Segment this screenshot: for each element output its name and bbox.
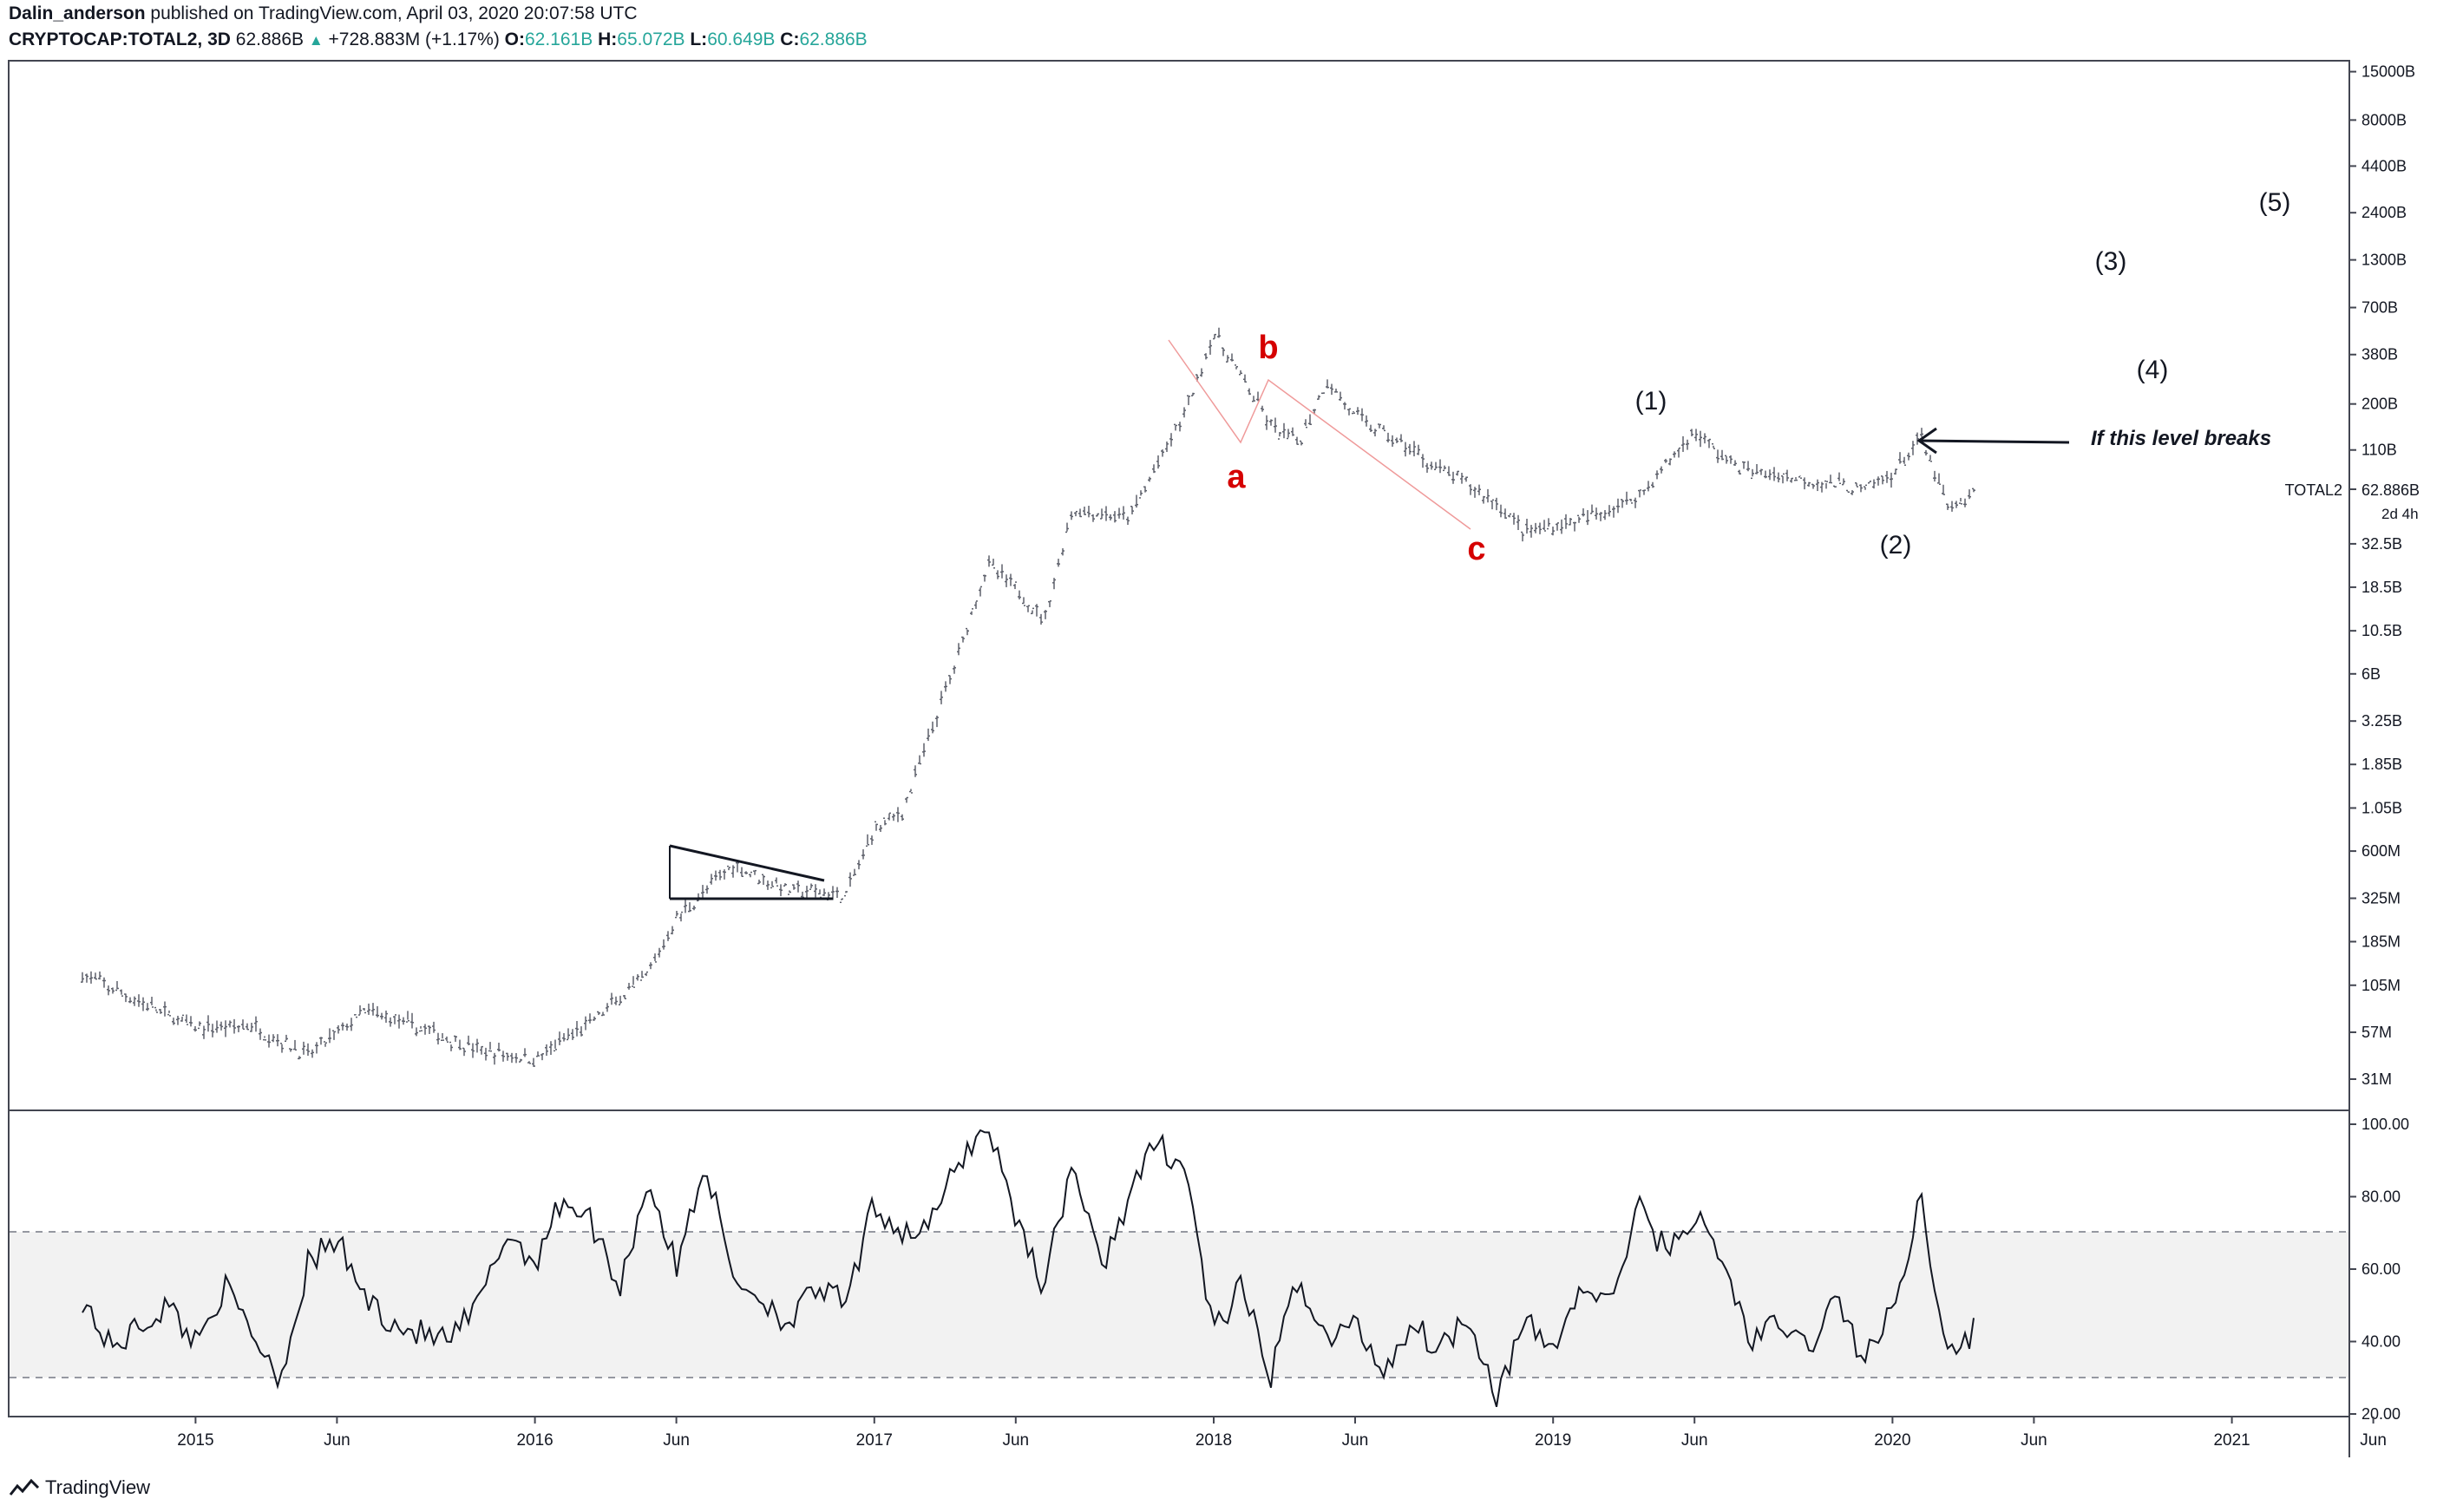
price-tick-label: 6B: [2361, 665, 2381, 683]
time-tick-label: 2020: [1874, 1431, 1910, 1450]
symbol-line: CRYPTOCAP:TOTAL2, 3D 62.886B ▲ +728.883M…: [9, 29, 868, 50]
rsi-tick-label: 100.00: [2361, 1116, 2409, 1133]
rsi-series-line: [82, 1129, 1975, 1407]
price-tick-label: 32.5B: [2361, 535, 2402, 553]
rsi-band: [10, 1232, 2348, 1378]
level-arrow-shaft: [1918, 439, 2070, 444]
price-tick-label: 18.5B: [2361, 579, 2402, 596]
time-tick-label: Jun: [2021, 1431, 2047, 1450]
price-tick-label: 200B: [2361, 396, 2398, 413]
publish-info: published on TradingView.com, April 03, …: [150, 3, 638, 23]
price-tick-label: 325M: [2361, 890, 2401, 907]
price-tick-label: 3.25B: [2361, 712, 2402, 730]
price-tick-label: 4400B: [2361, 157, 2407, 174]
price-change: +728.883M (+1.17%): [328, 29, 500, 49]
triangle-upper-trendline: [669, 844, 825, 882]
price-label-countdown: 2d 4h: [2381, 506, 2419, 522]
wave-label-3: (3): [2095, 247, 2127, 276]
close-label: C:: [780, 29, 800, 49]
wave-label-2: (2): [1880, 531, 1912, 560]
time-tick-label: Jun: [1681, 1431, 1708, 1450]
price-tick-label: 10.5B: [2361, 622, 2402, 639]
tradingview-logo-icon: [9, 1478, 40, 1496]
price-tick-label: 380B: [2361, 346, 2398, 363]
low-value: 60.649B: [707, 29, 776, 49]
price-tick-label: 1.05B: [2361, 799, 2402, 816]
rsi-tick-label: 40.00: [2361, 1333, 2401, 1351]
time-tick-label: Jun: [1342, 1431, 1369, 1450]
time-tick-label: Jun: [1002, 1431, 1029, 1450]
wave-label-1: (1): [1635, 387, 1667, 416]
rsi-tick-label: 20.00: [2361, 1405, 2401, 1423]
publish-line: Dalin_anderson published on TradingView.…: [9, 3, 638, 24]
time-tick-label: 2021: [2213, 1431, 2250, 1450]
price-tick-label: 31M: [2361, 1070, 2392, 1088]
time-tick-label: 2019: [1535, 1431, 1571, 1450]
correction-path: [1168, 339, 1471, 530]
corr-label-b: b: [1258, 330, 1278, 366]
low-label: L:: [690, 29, 708, 49]
price-tick-label: 185M: [2361, 933, 2401, 951]
high-label: H:: [598, 29, 618, 49]
symbol-name[interactable]: CRYPTOCAP:TOTAL2, 3D: [9, 29, 231, 49]
up-triangle-icon: ▲: [308, 32, 324, 49]
time-tick-label: 2017: [856, 1431, 893, 1450]
price-tick-label: 57M: [2361, 1024, 2392, 1041]
price-tick-label: 700B: [2361, 299, 2398, 317]
wave-label-4: (4): [2137, 356, 2169, 384]
level-arrow-icon: [1916, 427, 1937, 455]
rsi-tick-label: 60.00: [2361, 1260, 2401, 1278]
time-tick-label: Jun: [2360, 1431, 2387, 1450]
open-label: O:: [504, 29, 525, 49]
tradingview-watermark[interactable]: TradingView: [9, 1472, 150, 1503]
price-label-symbol: TOTAL2: [2285, 481, 2342, 499]
corr-label-c: c: [1467, 531, 1485, 567]
last-price: 62.886B: [235, 29, 305, 49]
time-tick-label: Jun: [663, 1431, 690, 1450]
open-value: 62.161B: [525, 29, 593, 49]
time-tick-label: Jun: [324, 1431, 350, 1450]
author-name[interactable]: Dalin_anderson: [9, 3, 146, 23]
close-value: 62.886B: [799, 29, 868, 49]
footer-brand: TradingView: [45, 1476, 151, 1498]
price-label-value: 62.886B: [2361, 481, 2420, 499]
time-tick-label: 2016: [516, 1431, 553, 1450]
price-tick-label: 105M: [2361, 977, 2401, 994]
price-tick-label: 1.85B: [2361, 756, 2402, 773]
price-tick-label: 2400B: [2361, 204, 2407, 221]
corr-label-a: a: [1227, 459, 1246, 495]
rsi-tick-label: 80.00: [2361, 1188, 2401, 1206]
price-tick-label: 110B: [2361, 442, 2397, 459]
high-value: 65.072B: [617, 29, 685, 49]
price-tick-label: 600M: [2361, 842, 2401, 860]
price-tick-label: 8000B: [2361, 111, 2407, 128]
level-note: If this level breaks: [2091, 427, 2271, 450]
price-tick-label: 1300B: [2361, 252, 2407, 269]
price-tick-label: 15000B: [2361, 63, 2415, 81]
time-tick-label: 2015: [177, 1431, 213, 1450]
wave-label-5: (5): [2259, 188, 2291, 217]
time-tick-label: 2018: [1195, 1431, 1232, 1450]
price-pane-frame: [8, 60, 2350, 1111]
